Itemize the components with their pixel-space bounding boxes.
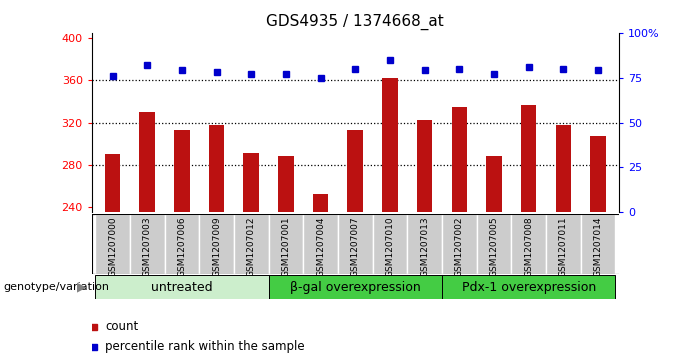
Text: GSM1207003: GSM1207003 (143, 217, 152, 277)
Text: GSM1207013: GSM1207013 (420, 217, 429, 277)
Bar (442, 275, 615, 299)
Bar (95, 275, 269, 299)
Bar (269, 214, 303, 274)
Text: count: count (105, 320, 138, 333)
Title: GDS4935 / 1374668_at: GDS4935 / 1374668_at (267, 14, 444, 30)
Text: GSM1207012: GSM1207012 (247, 217, 256, 277)
Text: GSM1207008: GSM1207008 (524, 217, 533, 277)
Bar (269, 275, 442, 299)
Bar (590, 136, 606, 212)
Text: GSM1207009: GSM1207009 (212, 217, 221, 277)
Bar (477, 214, 511, 274)
Bar (407, 214, 442, 274)
Text: GSM1207002: GSM1207002 (455, 217, 464, 277)
Bar (511, 214, 546, 274)
Bar (209, 125, 224, 212)
Text: GSM1207014: GSM1207014 (594, 217, 602, 277)
Bar (417, 121, 432, 212)
Bar (373, 214, 407, 274)
Bar (95, 214, 130, 274)
Text: GSM1207000: GSM1207000 (108, 217, 117, 277)
Bar (521, 105, 537, 212)
Bar (347, 130, 363, 212)
Bar (165, 214, 199, 274)
Text: genotype/variation: genotype/variation (3, 282, 109, 292)
Bar (139, 112, 155, 212)
Text: GSM1207001: GSM1207001 (282, 217, 290, 277)
Text: GSM1207004: GSM1207004 (316, 217, 325, 277)
Text: percentile rank within the sample: percentile rank within the sample (105, 340, 305, 353)
Text: GSM1207011: GSM1207011 (559, 217, 568, 277)
Bar (105, 154, 120, 212)
Text: ▶: ▶ (78, 281, 87, 294)
Text: GSM1207007: GSM1207007 (351, 217, 360, 277)
Bar (130, 214, 165, 274)
Text: GSM1207010: GSM1207010 (386, 217, 394, 277)
Bar (486, 156, 502, 212)
Bar (243, 153, 259, 212)
Bar (556, 125, 571, 212)
Bar (581, 214, 615, 274)
Bar (234, 214, 269, 274)
Bar (452, 107, 467, 212)
Bar (546, 214, 581, 274)
Text: β-gal overexpression: β-gal overexpression (290, 281, 421, 294)
Bar (174, 130, 190, 212)
Text: GSM1207006: GSM1207006 (177, 217, 186, 277)
Bar (199, 214, 234, 274)
Text: untreated: untreated (151, 281, 213, 294)
Bar (303, 214, 338, 274)
Text: GSM1207005: GSM1207005 (490, 217, 498, 277)
Bar (278, 156, 294, 212)
Bar (338, 214, 373, 274)
Bar (442, 214, 477, 274)
Bar (382, 78, 398, 212)
Text: Pdx-1 overexpression: Pdx-1 overexpression (462, 281, 596, 294)
Bar (313, 194, 328, 212)
